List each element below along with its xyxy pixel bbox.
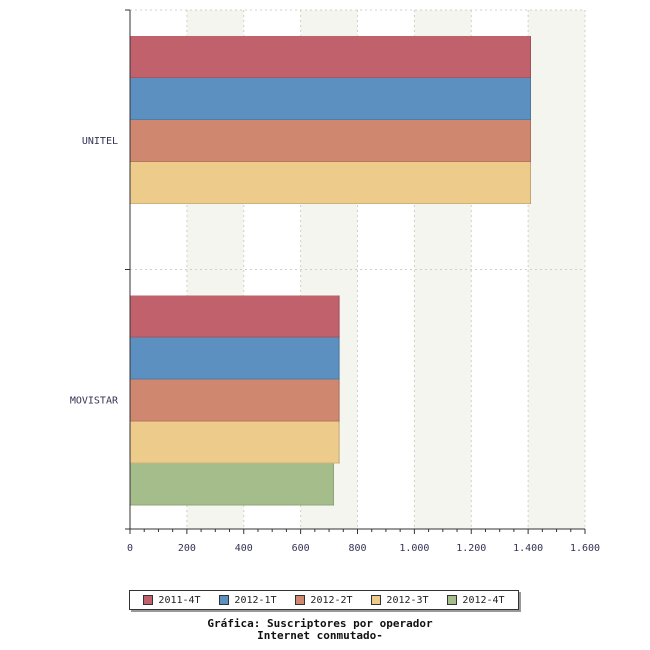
chart-legend: 2011-4T 2012-1T 2012-2T 2012-3T 2012-4T: [129, 590, 519, 610]
legend-swatch: [219, 595, 230, 605]
legend-item: 2012-4T: [447, 594, 505, 606]
legend-item: 2012-2T: [295, 594, 353, 606]
bar: [130, 421, 340, 464]
legend-label: 2012-4T: [462, 594, 505, 606]
x-tick-label: 1.600: [570, 543, 600, 554]
legend-swatch: [371, 595, 382, 605]
legend-label: 2012-3T: [386, 594, 429, 606]
legend-label: 2011-4T: [158, 594, 201, 606]
legend-item: 2012-1T: [219, 594, 277, 606]
x-tick-label: 1.400: [513, 543, 543, 554]
bar: [130, 36, 531, 78]
legend-swatch: [143, 595, 154, 605]
x-tick-label: 400: [235, 543, 253, 554]
x-tick-label: 800: [348, 543, 366, 554]
chart-caption-line2: Internet conmutado-: [257, 629, 383, 642]
x-tick-label: 200: [178, 543, 196, 554]
bar: [130, 379, 340, 422]
x-tick-label: 0: [127, 543, 133, 554]
x-tick-label: 1.200: [456, 543, 486, 554]
bar: [130, 295, 340, 338]
bar: [130, 78, 531, 120]
bar: [130, 463, 334, 506]
legend-swatch: [447, 595, 458, 605]
legend-label: 2012-1T: [234, 594, 277, 606]
x-tick-label: 600: [292, 543, 310, 554]
bar: [130, 120, 531, 162]
chart-caption-line1: Gráfica: Suscriptores por operador: [207, 617, 433, 630]
x-tick-label: 1.000: [399, 543, 429, 554]
legend-item: 2012-3T: [371, 594, 429, 606]
legend-item: 2011-4T: [143, 594, 201, 606]
y-tick-label: MOVISTAR: [70, 395, 119, 406]
legend-label: 2012-2T: [310, 594, 353, 606]
bar: [130, 337, 340, 380]
y-tick-label: UNITEL: [82, 136, 118, 147]
legend-swatch: [295, 595, 306, 605]
bar: [130, 162, 531, 204]
